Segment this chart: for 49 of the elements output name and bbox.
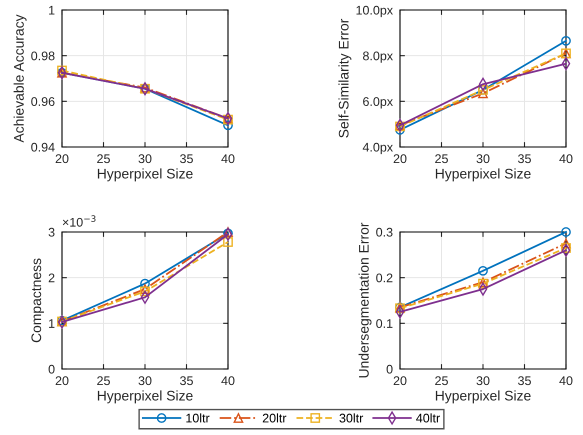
x-tick-label: 35	[518, 376, 531, 386]
y-tick-label: 6.0px	[363, 97, 393, 108]
x-tick-label: 30	[138, 154, 152, 164]
y-axis-title: Compactness	[31, 258, 44, 342]
x-tick-label: 20	[394, 154, 406, 164]
legend-label: 20ltr	[262, 413, 286, 423]
x-tick-label: 30	[138, 376, 152, 386]
legend-label: 10ltr	[186, 413, 210, 423]
y-tick-label: 0.94	[31, 142, 55, 152]
x-axis-title: Hyperpixel Size	[98, 168, 193, 182]
y-tick-label: 0.1	[376, 319, 392, 328]
text: ×10$^{−3}$	[62, 215, 96, 227]
x-tick-label: 35	[180, 154, 193, 164]
y-axis-title: Self-Similarity Error	[338, 18, 352, 138]
y-tick-label: 0	[48, 364, 55, 374]
x-tick-label: 25	[435, 376, 448, 386]
y-tick-label: 0.98	[31, 51, 55, 60]
x-axis-title: Hyperpixel Size	[436, 390, 531, 404]
y-tick-label: 0	[386, 364, 393, 374]
x-tick-label: 20	[56, 376, 68, 386]
y-tick-label: 2	[48, 273, 54, 282]
y-tick-label: 1	[49, 6, 54, 15]
y-tick-label: 0.2	[376, 273, 392, 282]
y-axis-title: Undersegmentation Error	[358, 222, 372, 378]
y-axis-title: Achievable Accuracy	[14, 14, 27, 143]
legend-label: 40ltr	[416, 413, 440, 423]
x-tick-label: 20	[56, 154, 68, 164]
y-tick-label: 8.0px	[363, 51, 393, 63]
y-tick-label: 0.96	[31, 97, 55, 106]
y-tick-label: 0.3	[376, 228, 393, 237]
x-tick-label: 40	[559, 376, 572, 386]
y-tick-label: 3	[48, 228, 55, 237]
x-tick-label: 40	[221, 154, 234, 164]
legend-label: 30ltr	[339, 413, 364, 423]
x-tick-label: 20	[394, 376, 406, 386]
x-tick-label: 25	[97, 154, 110, 164]
y-tick-label: 10.0px	[356, 6, 393, 18]
x-axis-title: Hyperpixel Size	[98, 390, 193, 404]
y-tick-label: 4.0px	[362, 142, 393, 154]
x-tick-label: 30	[476, 154, 490, 164]
x-tick-label: 25	[97, 376, 110, 386]
x-tick-label: 35	[180, 376, 193, 386]
y-tick-label: 1	[49, 319, 54, 328]
x-tick-label: 40	[559, 154, 572, 164]
x-axis-title: Hyperpixel Size	[436, 168, 531, 182]
x-tick-label: 35	[518, 154, 531, 164]
x-tick-label: 40	[221, 376, 234, 386]
x-tick-label: 30	[476, 376, 490, 386]
x-tick-label: 25	[435, 154, 448, 164]
